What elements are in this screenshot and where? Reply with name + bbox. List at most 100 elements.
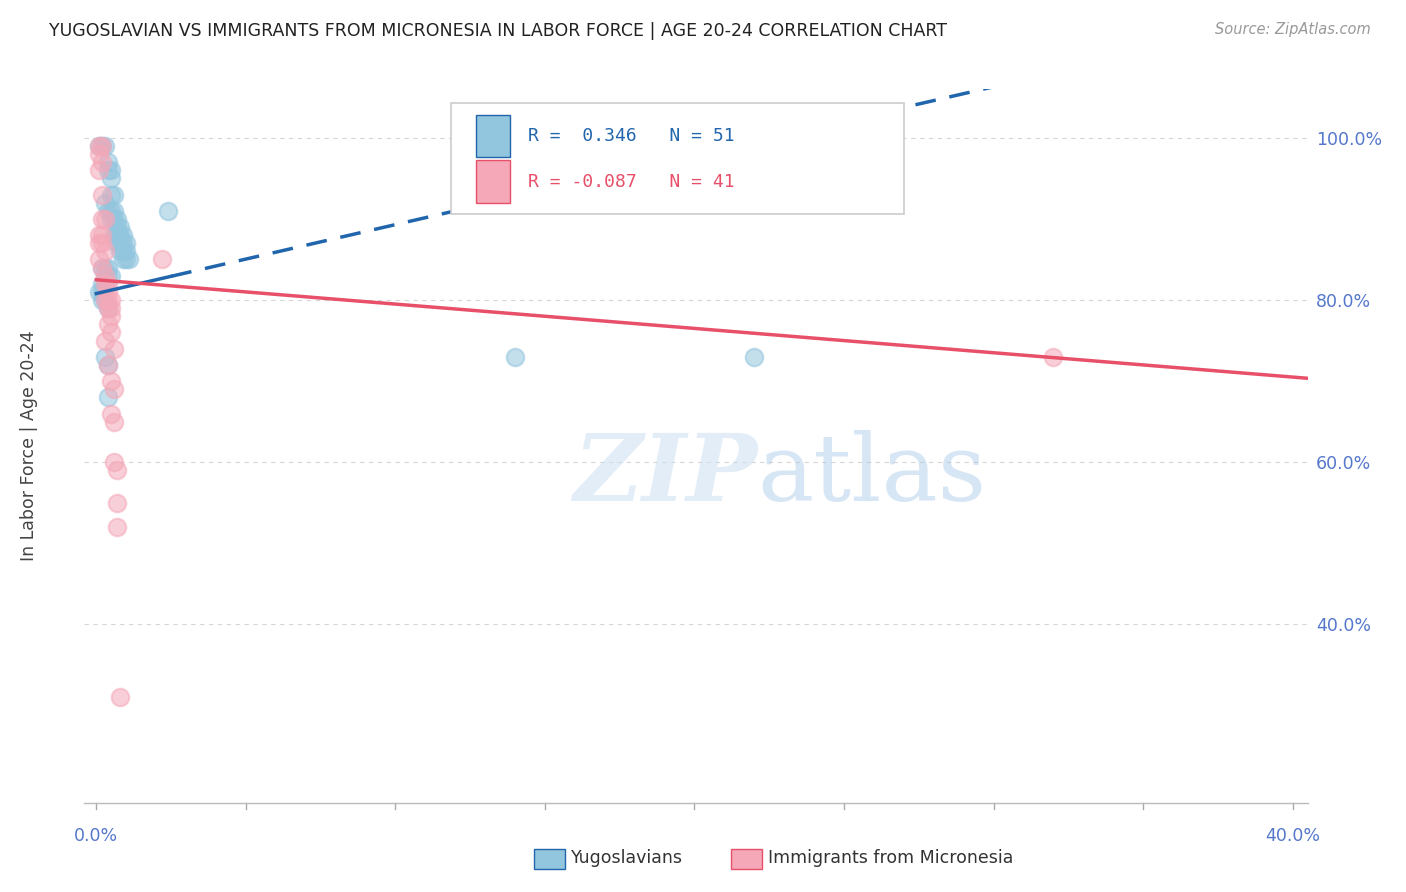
Point [150, 252, 173, 267]
Point [94, 277, 117, 291]
Point [105, 463, 128, 477]
Text: Yugoslavians: Yugoslavians [571, 849, 683, 867]
Text: In Labor Force | Age 20-24: In Labor Force | Age 20-24 [20, 331, 38, 561]
Point [115, 244, 138, 259]
Point [97, 318, 120, 332]
Point [97, 277, 120, 291]
Point [91, 211, 114, 226]
Point [94, 277, 117, 291]
Point [94, 139, 117, 153]
FancyBboxPatch shape [451, 103, 904, 214]
Point [97, 285, 120, 299]
Point [118, 252, 141, 267]
Point [97, 301, 120, 315]
Point [89, 285, 111, 299]
Point [103, 455, 125, 469]
Point [103, 228, 125, 243]
Point [100, 203, 122, 218]
Point [100, 293, 122, 307]
Point [103, 415, 125, 429]
Point [91, 260, 114, 275]
Point [103, 382, 125, 396]
Point [105, 228, 128, 243]
Point [100, 187, 122, 202]
Point [105, 236, 128, 251]
FancyBboxPatch shape [475, 161, 510, 203]
Point [91, 187, 114, 202]
Point [100, 211, 122, 226]
Point [91, 139, 114, 153]
FancyBboxPatch shape [475, 114, 510, 157]
Point [94, 211, 117, 226]
Point [103, 187, 125, 202]
Point [110, 244, 132, 259]
Text: ZIP: ZIP [572, 430, 758, 519]
Point [89, 228, 111, 243]
Point [105, 211, 128, 226]
Point [89, 163, 111, 178]
Point [112, 228, 135, 243]
Point [91, 155, 114, 169]
Point [94, 293, 117, 307]
Point [89, 236, 111, 251]
Point [103, 203, 125, 218]
Point [97, 358, 120, 372]
Point [100, 171, 122, 186]
Point [89, 147, 111, 161]
Point [100, 301, 122, 315]
Point [91, 285, 114, 299]
Text: R = -0.087   N = 41: R = -0.087 N = 41 [529, 172, 735, 191]
Point [94, 293, 117, 307]
Point [89, 139, 111, 153]
Point [1042, 350, 1064, 364]
Text: atlas: atlas [758, 430, 987, 519]
Point [105, 520, 128, 534]
Text: 0.0%: 0.0% [75, 827, 118, 845]
Point [112, 236, 135, 251]
Point [94, 268, 117, 283]
Point [112, 252, 135, 267]
Point [91, 228, 114, 243]
Text: R =  0.346   N = 51: R = 0.346 N = 51 [529, 127, 735, 145]
Point [105, 496, 128, 510]
Point [105, 220, 128, 235]
Point [94, 260, 117, 275]
Point [91, 139, 114, 153]
Point [94, 244, 117, 259]
Point [97, 155, 120, 169]
Point [503, 350, 526, 364]
Point [97, 301, 120, 315]
Text: 40.0%: 40.0% [1265, 827, 1320, 845]
Point [91, 293, 114, 307]
Point [100, 310, 122, 324]
Point [742, 350, 765, 364]
Point [91, 277, 114, 291]
Point [91, 260, 114, 275]
Point [97, 390, 120, 404]
Point [100, 326, 122, 340]
Point [94, 268, 117, 283]
Point [103, 342, 125, 356]
Point [115, 236, 138, 251]
Point [89, 252, 111, 267]
Point [89, 139, 111, 153]
Point [94, 350, 117, 364]
Point [112, 244, 135, 259]
Point [97, 203, 120, 218]
Point [94, 195, 117, 210]
Point [110, 228, 132, 243]
Point [103, 211, 125, 226]
Point [100, 163, 122, 178]
Point [110, 220, 132, 235]
Point [157, 203, 180, 218]
Point [115, 252, 138, 267]
Point [97, 358, 120, 372]
Point [97, 163, 120, 178]
Text: YUGOSLAVIAN VS IMMIGRANTS FROM MICRONESIA IN LABOR FORCE | AGE 20-24 CORRELATION: YUGOSLAVIAN VS IMMIGRANTS FROM MICRONESI… [49, 22, 948, 40]
Text: Source: ZipAtlas.com: Source: ZipAtlas.com [1215, 22, 1371, 37]
Point [110, 690, 132, 705]
Point [91, 236, 114, 251]
Point [97, 260, 120, 275]
Point [100, 268, 122, 283]
Point [97, 268, 120, 283]
